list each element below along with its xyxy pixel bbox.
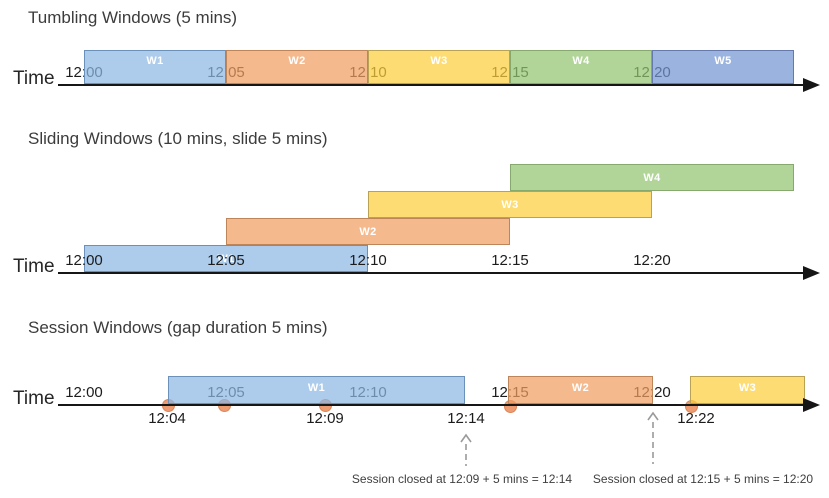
axis-arrowhead-icon xyxy=(803,266,820,280)
window-label: W1 xyxy=(307,381,326,394)
window-bar: W2 xyxy=(226,50,368,84)
window-label: W4 xyxy=(572,55,590,67)
tick-label: 12:10 xyxy=(349,252,387,269)
window-bar: W3 xyxy=(368,50,510,84)
window-bar: W2 xyxy=(226,218,510,245)
axis-arrowhead-icon xyxy=(803,398,820,412)
event-time-label: 12:22 xyxy=(677,410,715,427)
window-label: W1 xyxy=(146,55,164,67)
window-bar: W5 xyxy=(652,50,794,84)
diagram-title: Sliding Windows (10 mins, slide 5 mins) xyxy=(28,129,328,148)
tick-label: 12:15 xyxy=(491,252,529,269)
window-label: W3 xyxy=(430,55,448,67)
window-label: W2 xyxy=(571,381,590,394)
event-time-label: 12:14 xyxy=(447,410,485,427)
window-bar: W1 xyxy=(84,245,368,272)
window-bar: W2 xyxy=(508,376,653,404)
window-bar: W4 xyxy=(510,164,794,191)
time-axis-label: Time xyxy=(13,68,55,89)
time-axis-label: Time xyxy=(13,388,55,409)
tick-label: 12:05 xyxy=(207,252,245,269)
window-label: W2 xyxy=(288,55,306,67)
axis-arrowhead-icon xyxy=(803,78,820,92)
diagram-title: Session Windows (gap duration 5 mins) xyxy=(28,318,328,337)
session-close-annotation: Session closed at 12:15 + 5 mins = 12:20 xyxy=(592,472,814,486)
window-label: W3 xyxy=(738,381,757,394)
window-bar: W4 xyxy=(510,50,652,84)
timeline-axis xyxy=(58,78,820,92)
tick-label: 12:00 xyxy=(65,252,103,269)
dashed-up-arrow-icon xyxy=(647,411,659,464)
window-label: W2 xyxy=(359,225,377,238)
window-bar: W3 xyxy=(368,191,652,218)
window-label: W5 xyxy=(714,55,732,67)
event-time-label: 12:04 xyxy=(148,410,186,427)
dashed-up-arrow-icon xyxy=(460,433,472,466)
window-bar: W3 xyxy=(690,376,805,404)
tick-label: 12:20 xyxy=(633,252,671,269)
window-bar: W1 xyxy=(168,376,465,404)
window-label: W1 xyxy=(217,252,235,265)
timeline-axis xyxy=(58,266,820,280)
window-label: W3 xyxy=(501,198,519,211)
window-label: W4 xyxy=(643,171,661,184)
event-time-label: 12:09 xyxy=(306,410,344,427)
session-close-annotation: Session closed at 12:09 + 5 mins = 12:14 xyxy=(351,472,573,486)
timeline-axis xyxy=(58,398,820,412)
tick-label: 12:00 xyxy=(65,384,103,401)
window-bar: W1 xyxy=(84,50,226,84)
time-axis-label: Time xyxy=(13,256,55,277)
diagram-title: Tumbling Windows (5 mins) xyxy=(28,8,238,27)
